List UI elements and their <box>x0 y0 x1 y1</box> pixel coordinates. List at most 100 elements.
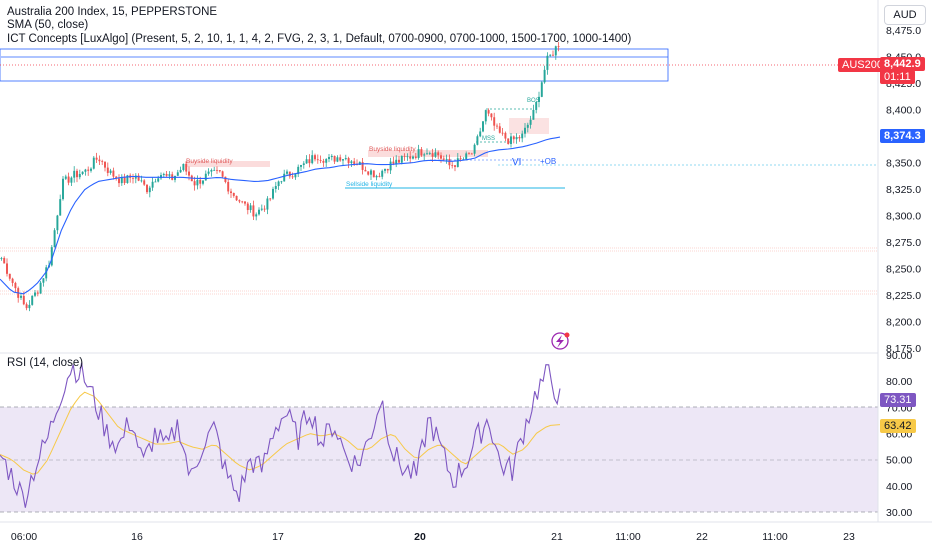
candle-body <box>451 165 454 167</box>
time-tick-label: 16 <box>131 531 143 543</box>
candle-body <box>185 163 188 172</box>
candle-body <box>213 169 216 171</box>
symbol-legend[interactable]: Australia 200 Index, 15, PEPPERSTONE <box>7 6 218 18</box>
price-tick-label: 8,400.0 <box>886 105 921 117</box>
candle-body <box>437 152 440 156</box>
countdown-badge: 01:11 <box>880 70 915 84</box>
price-tick-label: 8,250.0 <box>886 264 921 276</box>
candle-body <box>162 173 165 176</box>
candle-body <box>428 153 431 155</box>
candle-body <box>476 136 479 145</box>
candle-body <box>288 171 291 177</box>
candle-body <box>62 178 64 200</box>
candle-body <box>165 173 168 176</box>
candle-body <box>143 180 146 185</box>
candle-body <box>398 159 400 163</box>
candle-body <box>462 159 465 160</box>
candle-body <box>249 205 252 211</box>
candle-body <box>252 205 255 217</box>
candle-body <box>417 149 420 158</box>
candle-body <box>552 54 554 56</box>
candle-body <box>140 180 143 182</box>
last-price-badge: 8,442.9 <box>880 57 925 71</box>
candle-body <box>543 69 546 83</box>
currency-button[interactable]: AUD <box>884 5 926 25</box>
candle-body <box>347 158 350 164</box>
sma-legend[interactable]: SMA (50, close) <box>7 19 89 31</box>
candle-body <box>392 161 395 164</box>
candle-body <box>459 158 462 160</box>
candle-body <box>496 125 498 127</box>
candle-body <box>246 203 249 211</box>
candle-body <box>78 173 81 178</box>
candle-body <box>179 169 182 173</box>
price-axis[interactable]: 8,475.08,450.08,425.08,400.08,375.08,350… <box>886 25 921 355</box>
symbol-badge: AUS200 <box>838 58 887 72</box>
price-tick-label: 8,300.0 <box>886 211 921 223</box>
candle-body <box>378 175 381 177</box>
candle-body <box>426 153 428 155</box>
candle-body <box>112 170 115 177</box>
candle-body <box>20 295 22 298</box>
candle-body <box>423 154 426 156</box>
rsi-pane[interactable] <box>0 362 878 513</box>
candle-body <box>319 160 322 161</box>
candle-body <box>132 177 134 179</box>
candle-body <box>406 156 409 158</box>
candle-body <box>84 169 87 172</box>
price-tick-label: 8,200.0 <box>886 317 921 329</box>
candle-body <box>137 175 140 181</box>
candle-body <box>389 161 392 171</box>
candle-body <box>123 177 126 183</box>
rsi-value-badge: 73.31 <box>880 393 916 407</box>
candle-body <box>442 158 445 160</box>
ict-legend[interactable]: ICT Concepts [LuxAlgo] (Present, 5, 2, 1… <box>7 33 632 45</box>
candle-body <box>263 208 266 210</box>
candle-body <box>431 153 434 157</box>
candle-body <box>512 136 515 140</box>
candle-body <box>90 168 92 171</box>
candle-body <box>524 127 526 134</box>
candle-body <box>484 110 487 122</box>
price-pane[interactable]: Buyside liquidity Buyside liquidity Sell… <box>0 41 878 350</box>
sellside-liquidity-label: Sellside liquidity <box>346 181 393 188</box>
candle-body <box>104 161 106 168</box>
candle-body <box>372 170 375 178</box>
time-tick-label: 21 <box>551 531 563 543</box>
candle-body <box>36 292 39 294</box>
candle-body <box>238 200 241 202</box>
candle-body <box>126 175 129 183</box>
candle-body <box>280 181 283 183</box>
candle-body <box>353 161 356 164</box>
candle-body <box>87 169 90 171</box>
rsi-tick-label: 30.00 <box>886 507 912 519</box>
candle-body <box>28 304 31 309</box>
candle-body <box>364 169 367 172</box>
candle-body <box>302 163 305 165</box>
time-tick-label: 20 <box>414 531 426 543</box>
candle-body <box>67 176 70 183</box>
ote-box <box>0 48 669 82</box>
candle-body <box>98 159 101 162</box>
lightning-icon[interactable] <box>551 332 570 350</box>
candle-body <box>448 158 451 166</box>
sma-value-badge: 8,374.3 <box>880 129 925 143</box>
candle-body <box>45 267 48 279</box>
candle-body <box>314 155 316 160</box>
candle-body <box>22 295 25 305</box>
candle-body <box>344 158 347 160</box>
time-axis[interactable]: 06:00 16 17 20 21 11:00 22 11:00 23 <box>11 531 855 543</box>
rsi-legend[interactable]: RSI (14, close) <box>7 357 84 369</box>
candle-body <box>11 278 14 283</box>
candle-body <box>370 170 372 175</box>
candle-body <box>336 157 339 162</box>
candle-body <box>482 121 484 132</box>
candle-body <box>224 176 227 182</box>
candle-body <box>468 153 470 155</box>
candle-body <box>227 181 230 192</box>
candle-body <box>414 156 417 158</box>
candle-body <box>274 186 277 189</box>
candle-body <box>182 163 185 170</box>
